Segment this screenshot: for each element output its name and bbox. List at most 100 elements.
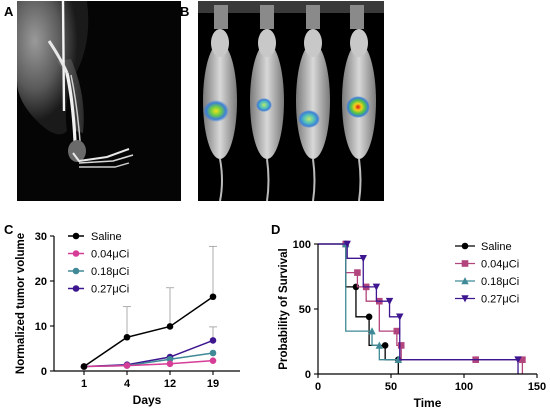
data-point — [123, 362, 131, 369]
foot-bones — [72, 148, 130, 163]
legend-label: 0.18μCi — [91, 266, 129, 278]
survival-marker — [393, 327, 401, 335]
survival-marker — [368, 327, 376, 335]
legend-label: 0.18μCi — [481, 276, 519, 288]
legend-label: 0.27μCi — [91, 284, 129, 296]
x-tick-label: 150 — [528, 381, 546, 393]
series-0 — [123, 245, 217, 338]
survival-marker — [375, 341, 384, 349]
series-line-0 — [83, 296, 214, 368]
holder-clip-4 — [350, 5, 364, 29]
x-tick-label: 0 — [315, 381, 321, 393]
legend-d: Saline 0.04μCi 0.18μCi 0.27μCi — [455, 241, 519, 306]
survival-curve-0 — [318, 243, 399, 374]
series-line-1 — [83, 359, 214, 368]
survival-marker — [365, 313, 373, 321]
x-tick-label: 19 — [207, 378, 219, 390]
panel-label-a: A — [4, 4, 14, 19]
panel-label-c: C — [4, 222, 14, 237]
mouse-1 — [203, 29, 237, 201]
data-point — [209, 293, 217, 301]
survival-marker — [343, 240, 351, 248]
x-axis-title: Time — [414, 396, 442, 410]
panel-label-d: D — [271, 222, 281, 237]
needle — [61, 1, 66, 112]
legend-marker — [461, 277, 469, 285]
survival-marker — [514, 356, 522, 364]
body-silhouette — [17, 1, 89, 135]
xray-drawing — [17, 1, 181, 201]
legend-label: Saline — [91, 231, 122, 243]
y-tick-label: 100 — [293, 239, 311, 251]
mouse-3 — [296, 29, 330, 201]
survival-marker — [381, 342, 389, 349]
legend-marker — [461, 242, 469, 250]
signal-spot-3 — [298, 110, 320, 128]
survival-marker — [397, 342, 405, 349]
data-point — [166, 360, 174, 368]
survival-curve-2 — [318, 243, 399, 361]
legend-label: Saline — [481, 241, 512, 253]
femur-bone — [47, 40, 69, 74]
legend-marker — [461, 260, 469, 267]
y-tick-label: 20 — [35, 276, 47, 288]
ankle — [68, 140, 86, 162]
signal-spot-2 — [256, 98, 272, 112]
legend-marker — [461, 295, 469, 303]
y-tick-label: 50 — [299, 304, 311, 316]
mouse-4 — [342, 29, 376, 201]
toe-bones-2 — [79, 162, 130, 168]
survival-marker — [372, 283, 381, 291]
holder-clip-2 — [260, 5, 274, 29]
survival-marker — [396, 313, 404, 321]
holder-clip-3 — [306, 5, 320, 29]
data-point — [80, 363, 88, 370]
x-tick-label: 100 — [455, 381, 473, 393]
y-axis-title: Normalized tumor volume — [15, 233, 27, 374]
legend-label: 0.27μCi — [481, 294, 519, 306]
x-axis-title: Days — [133, 393, 162, 407]
survival-marker — [519, 356, 526, 363]
x-tick-label: 50 — [385, 381, 397, 393]
survival-marker — [354, 269, 361, 276]
y-tick-label: 30 — [35, 231, 47, 243]
survival-marker — [385, 297, 394, 306]
data-point — [166, 323, 174, 330]
legend-label: 0.04μCi — [91, 249, 129, 261]
data-point — [123, 333, 131, 341]
holder-bar — [198, 1, 384, 13]
legend-marker — [72, 285, 80, 292]
xray-image — [17, 1, 181, 201]
mice-drawing — [198, 1, 384, 201]
legend-marker — [72, 267, 80, 275]
survival-marker — [359, 255, 367, 263]
survival-marker — [394, 355, 402, 363]
x-tick-label: 1 — [81, 378, 87, 390]
legend-label: 0.04μCi — [481, 259, 519, 271]
signal-spot-4 — [346, 96, 370, 118]
charts-area: 0 10 20 30 1 4 12 19 Days Normalized tumor volume… — [15, 231, 546, 410]
data-point — [209, 337, 217, 344]
chart-c: 0 10 20 30 1 4 12 19 Days Normalized tumor volume… — [15, 231, 240, 407]
survival-curve-3 — [318, 243, 519, 374]
bioluminescence-image — [198, 1, 384, 201]
y-tick-label: 0 — [41, 366, 47, 378]
chart-d: 0 50 100 0 50 100 150 Time Probability of Surviv… — [278, 239, 546, 410]
y-tick-label: 10 — [35, 321, 47, 333]
panel-label-b: B — [180, 4, 190, 19]
fibula-bone — [70, 74, 81, 142]
y-axis-title: Probability of Survival — [278, 248, 290, 369]
y-tick-label: 0 — [305, 369, 311, 381]
mouse-2 — [250, 29, 284, 201]
x-tick-label: 4 — [124, 378, 131, 390]
data-point — [209, 349, 217, 357]
data-point — [209, 357, 217, 364]
signal-spot-1 — [203, 100, 229, 122]
legend-marker — [72, 232, 80, 240]
tibia-bone — [65, 72, 77, 142]
toe-bones — [78, 154, 134, 164]
x-tick-label: 12 — [164, 378, 176, 390]
legend-c: Saline 0.04μCi 0.18μCi 0.27μCi — [68, 231, 129, 296]
holder-clip-1 — [214, 5, 228, 29]
legend-marker — [72, 250, 80, 257]
